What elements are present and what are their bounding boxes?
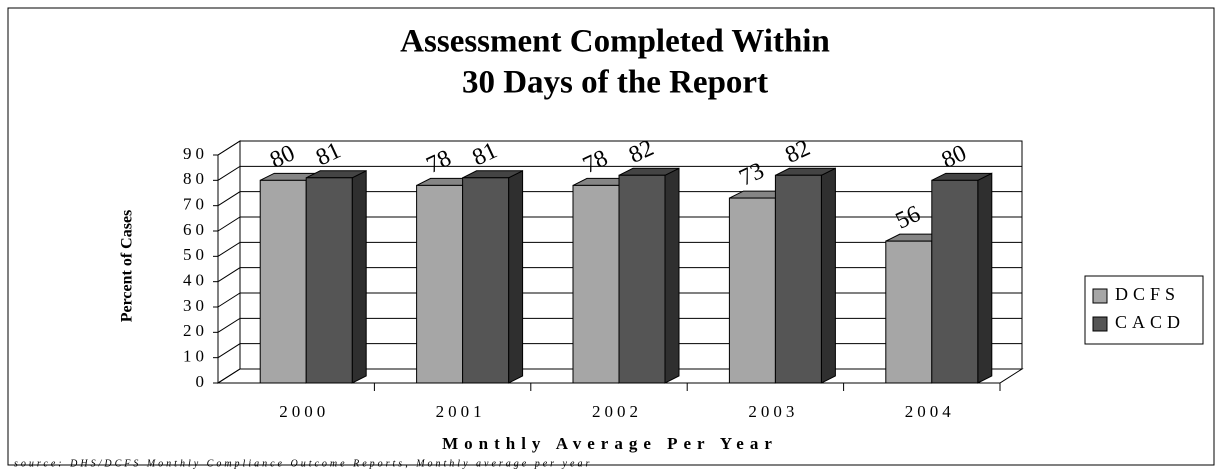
x-axis-title: Monthly Average Per Year [442,434,778,453]
bar [305,177,353,384]
bar-side [820,167,836,384]
x-tick-label: 2002 [592,402,642,421]
legend-label: DCFS [1115,284,1180,304]
bar [462,177,510,384]
bar [618,174,666,384]
grid-line [217,165,1022,181]
bar [572,184,620,384]
bar-side [508,169,524,384]
x-tick-label: 2001 [436,402,486,421]
legend-label: CACD [1115,312,1185,332]
x-tick-label: 2004 [905,402,955,421]
chart-title: Assessment Completed Within [400,24,830,60]
bar [259,179,307,384]
y-axis-title: Percent of Cases [119,210,136,323]
bar [774,174,822,384]
source-note: source: DHS/DCFS Monthly Compliance Outc… [14,458,592,469]
y-tick-label: 30 [183,296,208,315]
y-tick-label: 90 [183,144,208,163]
x-tick-label: 2003 [748,402,798,421]
y-tick-label: 20 [183,321,208,340]
y-tick-label: 70 [183,195,208,214]
bar [416,184,464,384]
bar-side [664,167,680,384]
y-tick-label: 60 [183,220,208,239]
bar [931,179,979,384]
y-tick-label: 50 [183,245,208,264]
y-tick-label: 80 [183,169,208,188]
bar-side [977,172,993,384]
bar [885,240,933,384]
legend-box [1084,275,1204,345]
bar-side [351,169,367,384]
y-tick-label: 40 [183,271,208,290]
legend-swatch [1092,288,1108,304]
bar [728,197,776,384]
y-tick-label: 10 [183,347,208,366]
side-wall [217,140,241,384]
x-tick-label: 2000 [279,402,329,421]
grid-line [217,140,1022,156]
chart-title: 30 Days of the Report [462,65,768,101]
legend-swatch [1092,316,1108,332]
y-tick-label: 0 [196,372,209,391]
